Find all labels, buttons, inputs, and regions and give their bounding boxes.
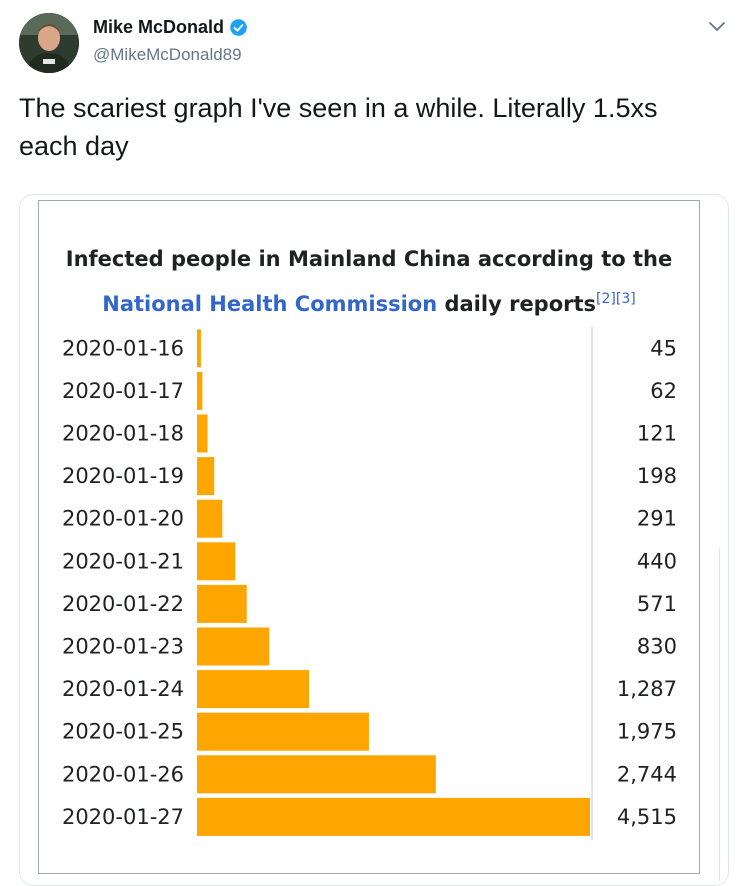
- bar: [197, 670, 310, 709]
- value-label: 440: [637, 549, 677, 573]
- date-label: 2020-01-24: [62, 677, 184, 701]
- value-label: 830: [637, 635, 677, 659]
- bar: [197, 627, 270, 666]
- value-label: 45: [650, 336, 677, 360]
- chart-title-rest: daily reports: [437, 292, 597, 316]
- date-label: 2020-01-20: [62, 507, 184, 531]
- value-label: 4,515: [617, 805, 677, 829]
- bar: [197, 499, 223, 538]
- date-label: 2020-01-19: [62, 464, 184, 488]
- chart-title-link[interactable]: National Health Commission: [102, 292, 438, 316]
- date-label: 2020-01-17: [62, 379, 184, 403]
- date-label: 2020-01-23: [62, 635, 184, 659]
- bar: [197, 797, 590, 836]
- bar: [197, 712, 369, 751]
- date-label: 2020-01-25: [62, 720, 184, 744]
- display-name[interactable]: Mike McDonald: [93, 17, 225, 37]
- bar: [197, 329, 201, 368]
- value-label: 2,744: [617, 762, 677, 786]
- bar: [197, 755, 436, 794]
- author-row: Mike McDonald: [93, 17, 248, 38]
- date-label: 2020-01-22: [62, 592, 184, 616]
- value-label: 62: [650, 379, 677, 403]
- date-label: 2020-01-21: [62, 549, 184, 573]
- date-label: 2020-01-18: [62, 422, 184, 446]
- date-label: 2020-01-26: [62, 762, 184, 786]
- bar: [197, 584, 247, 623]
- value-label: 1,287: [617, 677, 677, 701]
- date-label: 2020-01-16: [62, 336, 184, 360]
- scrollbar[interactable]: [719, 548, 725, 881]
- chart-title-line1: Infected people in Mainland China accord…: [65, 247, 673, 271]
- date-label: 2020-01-27: [62, 805, 184, 829]
- bar: [197, 371, 203, 410]
- avatar-image: [19, 13, 79, 73]
- chart-title-refs[interactable]: [2][3]: [596, 291, 636, 307]
- verified-badge-icon: [230, 19, 247, 36]
- bar: [197, 457, 215, 496]
- value-label: 198: [637, 464, 677, 488]
- bar-chart: 2020-01-16 45 2020-01-17 62 2020-01-18 121 202…: [62, 327, 677, 840]
- chart-title: Infected people in Mainland China accord…: [39, 239, 699, 324]
- bar: [197, 414, 208, 453]
- chart-figure: Infected people in Mainland China accord…: [38, 200, 700, 874]
- value-label: 121: [637, 422, 677, 446]
- value-label: 1,975: [617, 720, 677, 744]
- chart-title-line2: National Health Commission daily reports…: [39, 279, 699, 324]
- handle[interactable]: @MikeMcDonald89: [93, 45, 242, 64]
- value-label: 291: [637, 507, 677, 531]
- tweet-text: The scariest graph I've seen in a while.…: [19, 93, 658, 161]
- value-label: 571: [637, 592, 677, 616]
- avatar[interactable]: [19, 13, 79, 73]
- chevron-down-icon[interactable]: [707, 20, 727, 34]
- bar: [197, 542, 236, 581]
- bars-layer: 2020-01-16 45 2020-01-17 62 2020-01-18 121 202…: [62, 329, 677, 836]
